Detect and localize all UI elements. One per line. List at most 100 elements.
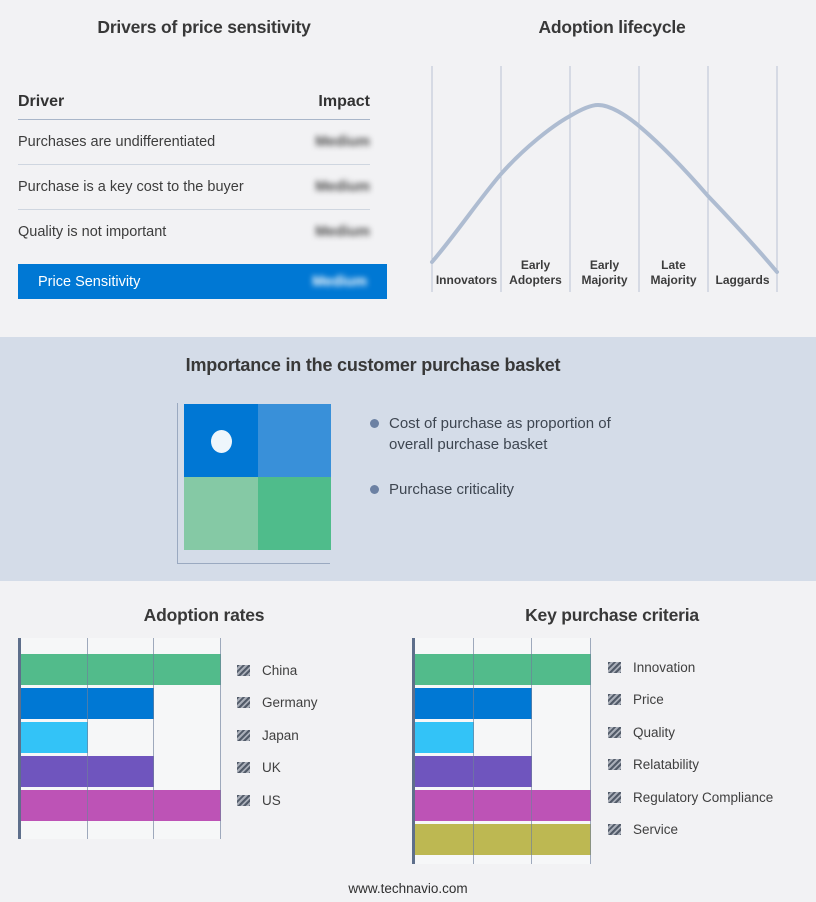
price-sensitivity-label: Price Sensitivity (38, 273, 141, 290)
table-row: Purchases are undifferentiated Medium (18, 120, 370, 165)
impact-cell: Medium (315, 179, 370, 195)
hatched-swatch-icon (237, 697, 250, 709)
bottom-row: Adoption rates China Germany Japan UK US Key… (0, 581, 816, 871)
position-dot-icon (211, 430, 232, 453)
legend-item: Regulatory Compliance (608, 781, 773, 814)
purchase-criteria-plot (412, 638, 591, 864)
lifecycle-chart: Innovators Early Adopters Early Majority… (426, 66, 786, 292)
stage-label-late-majority: Late Majority (650, 258, 697, 287)
drivers-title: Drivers of price sensitivity (97, 17, 311, 37)
quadrant-top-left (184, 404, 258, 477)
bar-quality (415, 722, 474, 753)
adoption-rates-plot (18, 638, 221, 839)
bar-uk (21, 756, 155, 787)
bar-row (415, 756, 591, 787)
legend-item: Price (608, 684, 773, 717)
legend-label: Price (633, 692, 664, 708)
col-header-impact: Impact (318, 93, 370, 110)
drivers-table-header: Driver Impact (18, 93, 370, 120)
quadrant-top-right (257, 404, 331, 477)
legend-label: Regulatory Compliance (633, 789, 774, 805)
hatched-swatch-icon (608, 661, 621, 673)
driver-cell: Purchase is a key cost to the buyer (18, 179, 244, 195)
legend-label: Relatability (633, 757, 700, 773)
legend-item: UK (237, 752, 318, 785)
bar-row (21, 722, 221, 753)
legend-label: China (262, 662, 298, 678)
bar-row (415, 722, 591, 753)
list-item: Cost of purchase as proportion of overal… (370, 413, 640, 455)
bar-row (415, 688, 591, 719)
bullet-text: Cost of purchase as proportion of overal… (389, 415, 611, 453)
purchase-criteria-legend: Innovation Price Quality Relatability Regula… (608, 651, 773, 864)
gridline (153, 638, 155, 839)
footer-url: www.technavio.com (348, 881, 468, 896)
gridline (86, 638, 88, 839)
legend-item: Quality (608, 716, 773, 749)
purchase-basket-bullets: Cost of purchase as proportion of overal… (370, 403, 640, 564)
legend-item: China (237, 654, 318, 687)
adoption-rates-legend: China Germany Japan UK US (237, 654, 318, 839)
bar-row (415, 654, 591, 685)
quadrant-bottom-left (184, 477, 258, 550)
price-sensitivity-impact: Medium (312, 273, 367, 290)
legend-label: UK (262, 760, 281, 776)
bar-row (415, 824, 591, 855)
driver-cell: Purchases are undifferentiated (18, 134, 216, 150)
bullet-icon (370, 419, 379, 428)
legend-item: Japan (237, 719, 318, 752)
legend-label: Quality (633, 724, 676, 740)
purchase-criteria-chart: Innovation Price Quality Relatability Regula… (408, 638, 816, 864)
bar-service (415, 824, 591, 855)
bar-regulatory-compliance (415, 790, 591, 821)
bullet-icon (370, 485, 379, 494)
driver-cell: Quality is not important (18, 224, 167, 240)
purchase-basket-content: Cost of purchase as proportion of overal… (0, 403, 640, 564)
list-item: Purchase criticality (370, 479, 640, 500)
bar-innovation (415, 654, 591, 685)
purchase-criteria-title: Key purchase criteria (525, 605, 699, 625)
adoption-rates-section: Adoption rates China Germany Japan UK US (0, 581, 408, 871)
hatched-swatch-icon (608, 694, 621, 706)
bar-row (415, 790, 591, 821)
stage-label-laggards: Laggards (715, 273, 770, 287)
hatched-swatch-icon (237, 762, 250, 774)
hatched-swatch-icon (237, 794, 250, 806)
legend-item: Innovation (608, 651, 773, 684)
legend-item: Germany (237, 687, 318, 720)
bullet-text: Purchase criticality (389, 481, 515, 498)
bar-japan (21, 722, 88, 753)
hatched-swatch-icon (237, 664, 250, 676)
lifecycle-curve-svg (430, 66, 779, 292)
lifecycle-section: Adoption lifecycle Innovators Early Adop… (408, 0, 816, 337)
purchase-criteria-section: Key purchase criteria Innovation Price Qua… (408, 581, 816, 871)
gridline (220, 638, 221, 839)
legend-label: Japan (262, 727, 299, 743)
quadrant-axis (177, 403, 331, 564)
bar-germany (21, 688, 155, 719)
hatched-swatch-icon (608, 791, 621, 803)
top-row: Drivers of price sensitivity Driver Impa… (0, 0, 816, 337)
hatched-swatch-icon (608, 759, 621, 771)
impact-cell: Medium (315, 134, 370, 150)
col-header-driver: Driver (18, 93, 65, 110)
bar-relatability (415, 756, 533, 787)
drivers-section: Drivers of price sensitivity Driver Impa… (0, 0, 408, 337)
adoption-rates-title: Adoption rates (143, 605, 265, 625)
legend-item: Service (608, 814, 773, 847)
gridline (590, 638, 591, 864)
adoption-rates-chart: China Germany Japan UK US (0, 638, 408, 839)
gridline (472, 638, 474, 864)
bar-china (21, 654, 221, 685)
table-row: Purchase is a key cost to the buyer Medi… (18, 165, 370, 210)
table-row: Quality is not important Medium (18, 210, 370, 254)
hatched-swatch-icon (608, 824, 621, 836)
lifecycle-curve-path (430, 102, 779, 274)
drivers-table: Driver Impact Purchases are undifferenti… (18, 93, 370, 254)
stage-label-early-majority: Early Majority (581, 258, 628, 287)
legend-label: Germany (262, 695, 318, 711)
purchase-basket-title: Importance in the customer purchase bask… (185, 355, 561, 375)
quadrant-bottom-right (257, 477, 331, 550)
bar-row (21, 654, 221, 685)
legend-label: US (262, 792, 281, 808)
